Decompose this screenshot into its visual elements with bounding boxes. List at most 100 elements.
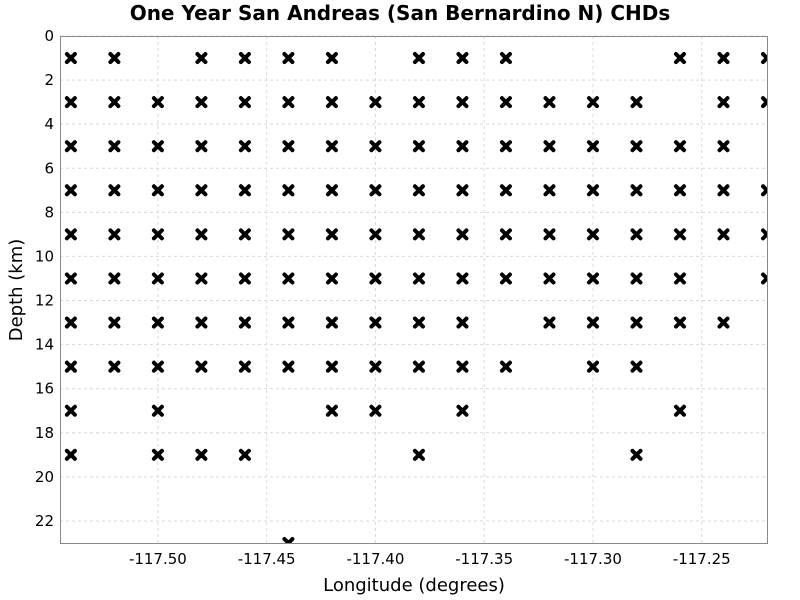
data-point — [325, 228, 338, 241]
data-point — [325, 96, 338, 109]
data-point — [195, 96, 208, 109]
data-point — [586, 140, 599, 153]
y-tick-label: 18 — [35, 424, 54, 442]
data-point — [369, 360, 382, 373]
x-tick-label: -117.30 — [564, 550, 622, 568]
data-point — [238, 184, 251, 197]
data-point — [543, 316, 556, 329]
data-point — [282, 184, 295, 197]
data-point — [151, 140, 164, 153]
data-point — [325, 52, 338, 65]
data-point — [412, 184, 425, 197]
data-point — [151, 184, 164, 197]
data-point — [64, 404, 77, 417]
chart-title: One Year San Andreas (San Bernardino N) … — [130, 1, 671, 25]
data-point — [499, 272, 512, 285]
data-point — [282, 96, 295, 109]
data-point — [717, 52, 730, 65]
data-point — [238, 140, 251, 153]
data-point — [412, 52, 425, 65]
data-point — [369, 184, 382, 197]
y-tick-label: 10 — [35, 247, 54, 265]
data-point — [369, 140, 382, 153]
data-point — [499, 184, 512, 197]
data-point — [673, 272, 686, 285]
data-point — [456, 52, 469, 65]
data-point — [630, 272, 643, 285]
data-point — [543, 228, 556, 241]
data-point — [761, 228, 767, 241]
y-tick-label: 4 — [44, 115, 54, 133]
data-point — [630, 316, 643, 329]
data-point — [499, 96, 512, 109]
data-point — [238, 272, 251, 285]
data-point — [456, 96, 469, 109]
x-tick-label: -117.50 — [129, 550, 187, 568]
data-point — [673, 52, 686, 65]
y-axis-ticks: 0 2 4 6 8 10 12 14 16 18 20 22 — [35, 27, 54, 530]
y-tick-label: 0 — [44, 27, 54, 45]
data-point — [195, 184, 208, 197]
data-point — [238, 96, 251, 109]
data-point — [761, 184, 767, 197]
data-point — [761, 96, 767, 109]
data-point — [543, 140, 556, 153]
data-point — [282, 140, 295, 153]
data-point — [282, 52, 295, 65]
data-point — [64, 316, 77, 329]
data-point — [325, 316, 338, 329]
data-point — [195, 52, 208, 65]
y-tick-label: 2 — [44, 71, 54, 89]
y-tick-label: 14 — [35, 336, 54, 354]
data-point — [64, 228, 77, 241]
x-axis-ticks: -117.50 -117.45 -117.40 -117.35 -117.30 -117.… — [129, 550, 731, 568]
data-point — [108, 228, 121, 241]
data-point — [543, 96, 556, 109]
data-point — [151, 272, 164, 285]
data-point — [151, 228, 164, 241]
data-point — [456, 140, 469, 153]
data-point — [717, 140, 730, 153]
data-point — [630, 360, 643, 373]
data-point — [64, 96, 77, 109]
data-point — [195, 448, 208, 461]
data-point — [108, 360, 121, 373]
data-point — [195, 228, 208, 241]
y-axis-label: Depth (km) — [6, 239, 27, 342]
data-point — [717, 316, 730, 329]
data-point — [325, 404, 338, 417]
data-point — [369, 228, 382, 241]
data-point — [64, 448, 77, 461]
data-point — [151, 316, 164, 329]
data-point — [673, 316, 686, 329]
data-point — [456, 360, 469, 373]
data-point — [369, 96, 382, 109]
data-point — [151, 404, 164, 417]
data-point — [282, 316, 295, 329]
data-point — [282, 360, 295, 373]
data-point — [151, 96, 164, 109]
y-tick-label: 12 — [35, 292, 54, 310]
data-point — [108, 96, 121, 109]
data-point — [673, 184, 686, 197]
data-point — [499, 52, 512, 65]
y-tick-label: 8 — [44, 203, 54, 221]
data-point — [412, 448, 425, 461]
data-point — [630, 448, 643, 461]
data-point — [717, 96, 730, 109]
data-point — [630, 140, 643, 153]
data-point — [543, 184, 556, 197]
data-point — [412, 272, 425, 285]
data-point — [673, 228, 686, 241]
data-point — [238, 360, 251, 373]
data-point — [238, 52, 251, 65]
data-point — [412, 316, 425, 329]
data-point — [456, 184, 469, 197]
data-point — [108, 316, 121, 329]
y-tick-label: 16 — [35, 380, 54, 398]
data-point — [586, 228, 599, 241]
x-tick-label: -117.25 — [673, 550, 731, 568]
data-point — [412, 228, 425, 241]
data-points — [64, 52, 767, 543]
